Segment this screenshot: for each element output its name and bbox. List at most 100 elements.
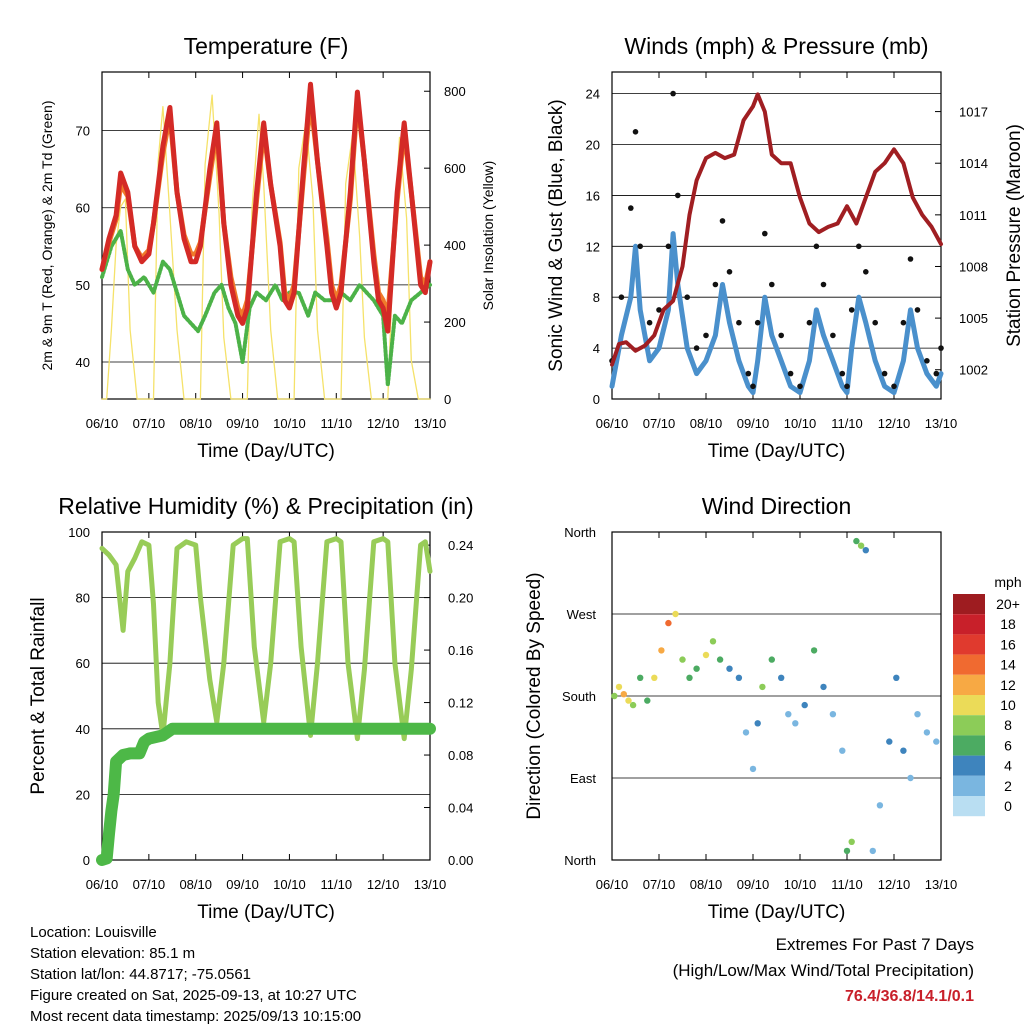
direction-point [672,610,679,618]
x-axis-label: Time (Day/UTC) [197,902,335,923]
y-tick-label: South [562,689,596,704]
legend-label: 6 [1004,737,1012,753]
x-tick-label: 13/10 [414,877,447,892]
y-axis-label: Percent & Total Rainfall [28,597,49,794]
extremes-subtitle: (High/Low/Max Wind/Total Precipitation) [672,961,974,980]
x-tick-label: 11/10 [831,877,863,892]
gust-point [726,269,733,275]
gust-point [813,243,820,250]
x-tick-label: 06/10 [86,877,119,892]
gust-point [684,294,690,301]
gust-point [736,319,742,326]
direction-point [907,774,914,782]
direction-point [754,720,761,727]
extremes-box: Extremes For Past 7 Days (High/Low/Max W… [673,932,974,1010]
legend-label: 14 [1000,657,1016,673]
y2-tick-label: 1014 [959,156,988,171]
legend-swatch [953,594,985,615]
gust-point [754,319,761,326]
series-station-pressure [610,92,943,367]
gust-point [924,358,930,364]
gust-point [750,383,756,390]
gust-point [703,332,709,339]
gust-point [844,383,850,390]
direction-point [702,651,710,659]
y-tick-label: 20 [76,787,90,802]
series-sonic-wind [609,231,944,396]
elevation-text: Station elevation: 85.1 m [30,945,196,962]
direction-point [801,701,808,709]
direction-point [869,847,876,855]
legend-label: 20+ [996,596,1020,612]
direction-point [843,847,851,855]
legend-label: 0 [1004,798,1012,814]
series-total-precipitation [96,722,436,866]
chart-title: Temperature (F) [184,33,349,59]
x-tick-label: 10/10 [784,416,817,431]
y-tick-label: 80 [76,591,90,606]
y2-tick-label: 0.04 [448,801,473,816]
direction-point [651,674,658,681]
x-axis-label: Time (Day/UTC) [197,441,335,462]
chart-title: Relative Humidity (%) & Precipitation (i… [58,493,473,519]
direction-point [709,638,717,645]
direction-point [768,656,775,663]
direction-point [914,711,921,718]
gust-point [745,370,752,377]
gust-point [670,90,676,97]
legend-label: 16 [1000,636,1016,652]
legend-label: 4 [1004,758,1012,774]
direction-point [829,711,837,718]
legend-swatch [953,674,985,695]
gust-point [872,319,878,326]
y2-tick-label: 0.08 [448,748,473,763]
x-tick-label: 12/10 [878,416,911,431]
gust-point [914,307,921,313]
gust-point [769,281,775,288]
x-tick-label: 08/10 [690,877,723,892]
y2-tick-label: 0.24 [448,538,473,553]
x-tick-label: 13/10 [414,416,447,431]
gust-point [900,319,907,326]
created-text: Figure created on Sat, 2025-09-13, at 10… [30,987,357,1004]
legend-swatch [953,654,985,675]
direction-point [778,674,785,681]
legend-label: 8 [1004,717,1012,733]
x-tick-label: 11/10 [320,416,352,431]
gust-point [762,230,768,237]
y-tick-label: 50 [76,278,90,293]
direction-point [862,547,869,554]
x-tick-label: 06/10 [596,416,629,431]
y-tick-label: 60 [76,201,90,216]
x-tick-label: 10/10 [784,877,817,892]
direction-point [848,838,855,845]
gust-point [787,370,794,377]
gust-point [848,307,855,313]
y2-tick-label: 0.20 [448,591,473,606]
gust-point [863,269,869,275]
y-tick-label: 60 [76,656,90,671]
y-tick-label: North [564,853,596,868]
y-tick-label: North [564,525,596,540]
direction-point [742,729,750,736]
legend-swatch [953,614,985,635]
y-tick-label: 20 [586,138,600,153]
gust-point [656,307,662,313]
y2-tick-label: 1017 [959,105,988,120]
direction-point [857,542,865,549]
plot-frame [101,71,431,400]
gust-point [628,205,634,211]
direction-point [900,747,907,754]
station-info: Location: Louisville Station elevation: … [30,922,361,1027]
gust-point [806,319,813,326]
gust-point [830,332,836,339]
gust-point [797,383,803,390]
direction-point [637,674,644,681]
legend-swatch [953,755,985,776]
gust-point [712,281,719,288]
x-tick-label: 09/10 [737,877,770,892]
y-tick-label: 16 [586,188,600,203]
gust-point [719,218,726,224]
direction-point [726,665,733,672]
direction-point [658,647,665,654]
